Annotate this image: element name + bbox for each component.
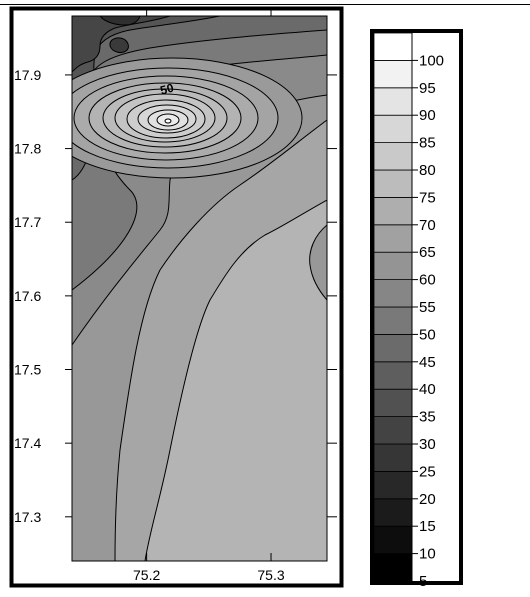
colorbar-label: 55: [419, 299, 436, 316]
colorbar-label: 80: [419, 162, 436, 179]
colorbar-swatch: [373, 361, 413, 390]
y-tick-label: 17.6: [14, 288, 41, 304]
map-frame: [9, 6, 344, 588]
colorbar-swatch: [373, 87, 413, 116]
colorbar-swatch: [373, 306, 413, 335]
y-tick-label: 17.9: [14, 67, 41, 83]
colorbar-label: 50: [419, 326, 436, 343]
contour-label: 50: [159, 81, 176, 98]
colorbar-swatch: [373, 553, 413, 582]
colorbar-swatch: [373, 114, 413, 143]
y-tick-label: 17.4: [14, 435, 41, 451]
colorbar-swatch: [373, 388, 413, 418]
contour-band-30: [72, 16, 171, 73]
colorbar-label: 100: [419, 52, 444, 69]
colorbar-label: 20: [419, 491, 436, 508]
contour-bands: [72, 16, 327, 561]
colorbar-swatch: [373, 32, 413, 61]
colorbar-swatch: [373, 416, 413, 445]
contour-right-pocket: [309, 224, 327, 301]
colorbar-frame: [370, 29, 463, 585]
colorbar-label: 70: [419, 217, 436, 234]
colorbar-label: 40: [419, 381, 436, 398]
colorbar-label: 85: [419, 135, 436, 152]
y-axis: 17.3 17.4 17.5 17.6 17.7 17.8 17.9: [14, 67, 337, 525]
y-tick-label: 17.7: [14, 214, 41, 230]
colorbar-swatch: [373, 196, 413, 226]
x-tick-label: 75.3: [257, 567, 284, 583]
colorbar-label: 15: [419, 518, 436, 535]
colorbar-swatch: [373, 251, 413, 280]
y-tick-label: 17.8: [14, 141, 41, 157]
colorbar-label: 45: [419, 354, 436, 371]
colorbar-swatch: [373, 443, 413, 472]
colorbar-label: 75: [419, 189, 436, 206]
colorbar-swatch: [373, 169, 413, 198]
colorbar-swatch: [373, 279, 413, 308]
y-tick-label: 17.5: [14, 362, 41, 378]
colorbar-swatch: [373, 525, 413, 555]
peak-contours: [72, 57, 303, 179]
contour-pocket-dark-1: [99, 16, 141, 26]
colorbar-swatch: [373, 498, 413, 527]
colorbar-label: 60: [419, 272, 436, 289]
plot-border: [71, 15, 328, 562]
x-axis: 75.2 75.3: [133, 8, 285, 583]
contour-pocket-dark-2: [109, 37, 129, 53]
colorbar-label: 35: [419, 409, 436, 426]
colorbar-swatch: [373, 333, 413, 363]
colorbar-swatch: [373, 224, 413, 253]
contour-map: 50 17.3 17.4 17.5 17.6 17.7 17.8 17.9 75.2 75.3: [14, 8, 337, 583]
colorbar-swatch: [373, 60, 413, 89]
colorbar-label: 95: [419, 80, 436, 97]
colorbar-swatch: [373, 142, 413, 171]
colorbar-label: 90: [419, 107, 436, 124]
contour-ring-100: [164, 118, 172, 124]
colorbar-label: 65: [419, 244, 436, 261]
x-tick-label: 75.2: [133, 567, 160, 583]
y-tick-label: 17.3: [14, 509, 41, 525]
colorbar-label: 10: [419, 546, 436, 563]
colorbar-swatch: [373, 470, 413, 500]
colorbar-label: 25: [419, 463, 436, 480]
colorbar-label: 30: [419, 436, 436, 453]
